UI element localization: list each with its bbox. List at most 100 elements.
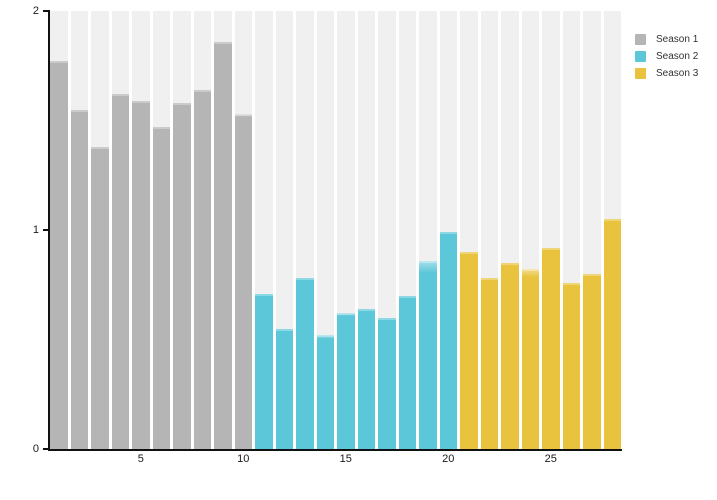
plot-band-12	[275, 11, 293, 449]
bar-17-season-2	[378, 317, 396, 449]
plot-band-4	[111, 11, 129, 449]
bar-8-season-1	[193, 89, 211, 449]
plot-band-16	[357, 11, 375, 449]
bar-18-season-2	[398, 295, 416, 449]
y-tick-2	[43, 10, 49, 12]
bar-14-season-2	[316, 335, 334, 449]
x-label-spacer	[71, 453, 89, 466]
y-tick-0	[43, 448, 49, 450]
x-tick-label-15: 15	[339, 453, 352, 465]
bar-soft-top	[316, 335, 334, 340]
bar-20-season-2	[439, 232, 457, 449]
legend: Season 1 Season 2 Season 3	[635, 31, 698, 82]
bar-16-season-2	[357, 308, 375, 449]
plot-band-18	[398, 11, 416, 449]
plot-band-1	[50, 11, 68, 449]
x-label-spacer	[296, 453, 314, 466]
plot-band-5	[132, 11, 150, 449]
legend-item-season-2: Season 2	[635, 48, 698, 65]
x-label-spacer	[522, 453, 540, 466]
bar-soft-top	[337, 313, 355, 317]
bar-28-season-3	[603, 219, 621, 449]
plot-band-14	[316, 11, 334, 449]
x-label-spacer	[378, 453, 396, 466]
bar-12-season-2	[275, 328, 293, 449]
plot-band-17	[378, 11, 396, 449]
season-2-swatch-icon	[635, 51, 646, 62]
x-tick-label-5: 5	[137, 453, 144, 465]
x-label-spacer	[583, 453, 601, 466]
bar-soft-top	[419, 260, 437, 273]
x-label-spacer	[399, 453, 417, 466]
bar-21-season-3	[460, 251, 478, 449]
y-axis-line	[48, 10, 50, 451]
legend-item-season-1: Season 1	[635, 31, 698, 48]
bar-27-season-3	[583, 273, 601, 449]
plot-band-10	[234, 11, 252, 449]
plot-band-23	[501, 11, 519, 449]
x-label-spacer	[255, 453, 273, 466]
legend-label: Season 3	[656, 68, 699, 79]
bar-23-season-3	[501, 262, 519, 449]
bar-2-season-1	[70, 109, 88, 449]
bar-7-season-1	[173, 103, 191, 449]
x-label-spacer	[194, 453, 212, 466]
bar-soft-top	[521, 269, 539, 278]
plot-band-2	[70, 11, 88, 449]
bar-5-season-1	[132, 100, 150, 449]
plot-band-9	[214, 11, 232, 449]
legend-label: Season 1	[656, 34, 699, 45]
y-tick-label-1: 1	[32, 224, 39, 236]
y-tick-label-0: 0	[32, 443, 39, 455]
x-label-spacer	[153, 453, 171, 466]
x-axis-line	[48, 449, 622, 451]
x-label-spacer	[419, 453, 437, 466]
legend-item-season-3: Season 3	[635, 65, 698, 82]
legend-label: Season 2	[656, 51, 699, 62]
plot-band-8	[193, 11, 211, 449]
plot-band-27	[583, 11, 601, 449]
bar-11-season-2	[255, 293, 273, 449]
bar-6-season-1	[152, 127, 170, 449]
x-label-spacer	[604, 453, 622, 466]
plot-band-3	[91, 11, 109, 449]
season-3-swatch-icon	[635, 68, 646, 79]
bar-3-season-1	[91, 146, 109, 449]
x-tick-label-25: 25	[544, 453, 557, 465]
bar-22-season-3	[480, 278, 498, 449]
x-label-spacer	[460, 453, 478, 466]
y-tick-label-2: 2	[32, 5, 39, 17]
bar-9-season-1	[214, 41, 232, 449]
plot-band-20	[439, 11, 457, 449]
season-1-swatch-icon	[635, 34, 646, 45]
x-label-spacer	[112, 453, 130, 466]
x-tick-label-20: 20	[442, 453, 455, 465]
x-label-spacer	[358, 453, 376, 466]
bar-24-season-3	[521, 269, 539, 449]
plot-band-24	[521, 11, 539, 449]
x-label-spacer	[481, 453, 499, 466]
bar-13-season-2	[296, 278, 314, 449]
plot-band-26	[562, 11, 580, 449]
bar-4-season-1	[111, 94, 129, 449]
plot-band-6	[152, 11, 170, 449]
bar-25-season-3	[542, 247, 560, 449]
x-label-spacer	[501, 453, 519, 466]
bar-soft-top	[234, 113, 252, 117]
x-tick-label-10: 10	[237, 453, 250, 465]
bars-container	[50, 11, 621, 449]
plot-band-11	[255, 11, 273, 449]
plot-band-19	[419, 11, 437, 449]
plot-band-22	[480, 11, 498, 449]
bar-19-season-2	[419, 260, 437, 449]
bar-10-season-1	[234, 113, 252, 449]
plot-band-28	[603, 11, 621, 449]
plot-band-13	[296, 11, 314, 449]
bar-15-season-2	[337, 313, 355, 449]
plot-band-21	[460, 11, 478, 449]
bar-26-season-3	[562, 282, 580, 449]
x-label-spacer	[214, 453, 232, 466]
x-label-spacer	[563, 453, 581, 466]
x-axis-tick-labels: 5 10 15 20 25	[50, 453, 621, 466]
